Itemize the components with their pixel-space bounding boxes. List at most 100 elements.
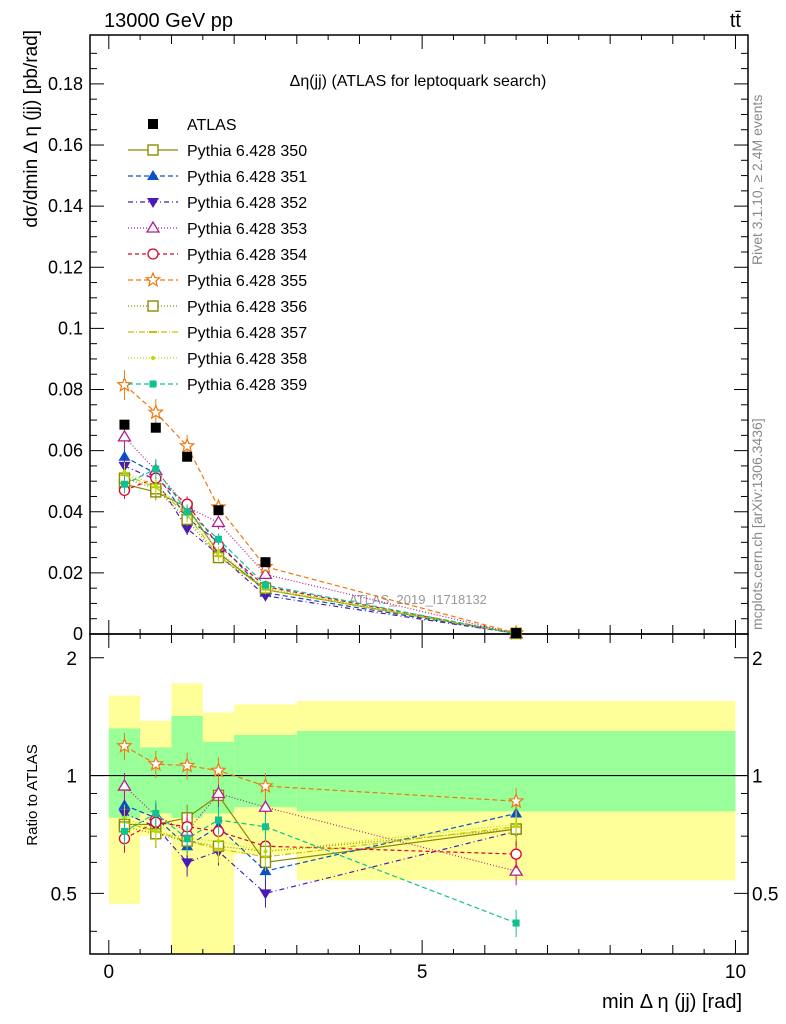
ratio-point [508,863,524,876]
collision-label: 13000 GeV pp [104,10,233,32]
legend-marker [147,248,159,260]
legend-marker [144,271,162,288]
y-axis-label: dσ/dmin Δ η (jj) [pb/rad] [21,30,42,228]
y-tick-label: 0.12 [48,257,83,277]
y-tick-label: 0.02 [48,563,83,583]
series-point [214,535,222,543]
plot-title: Δη(jj) (ATLAS for leptoquark search) [290,73,547,90]
y-tick-label: 0.1 [58,318,83,338]
ratio-series-line [124,821,517,855]
ratio-y-tick-label-right: 2 [752,649,763,670]
mcplots-label: mcplots.cern.ch [arXiv:1306.3436] [749,418,765,630]
ratio-series-line [124,804,517,872]
legend-marker [148,119,158,129]
ratio-point [214,816,222,824]
legend-label: Pythia 6.428 351 [187,169,307,186]
series-point [181,524,194,535]
series-point [153,483,158,488]
series-point [261,581,269,589]
series-line [124,468,517,635]
process-label: tt̄ [730,10,742,32]
series-point [147,403,165,420]
series-point [258,567,273,580]
ratio-point [514,822,519,827]
ratio-point [512,919,520,927]
ratio-point [261,823,269,831]
legend-label: ATLAS [187,117,237,134]
series-line [124,436,517,635]
y-tick-label: 0.06 [48,441,83,461]
watermark-label: ATLAS_2019_I1718132 [349,592,487,607]
ratio-point [263,849,268,854]
ratio-point [210,761,227,778]
series-point [216,549,221,554]
ratio-point [181,858,194,869]
ratio-point [117,778,132,791]
series-point [178,437,196,454]
y-tick-label: 0.18 [48,74,83,94]
series-point [211,515,226,528]
series-line [124,474,517,634]
legend-label: Pythia 6.428 359 [187,377,307,394]
legend-label: Pythia 6.428 352 [187,195,307,212]
legend-label: Pythia 6.428 353 [187,221,307,238]
ratio-y-tick-label-right: 0.5 [752,884,778,905]
legend-marker [147,170,159,180]
x-tick-label: 0 [104,962,115,983]
ratio-point [216,839,221,844]
data-point [182,451,193,462]
legend-marker [147,300,159,312]
ratio-axis-label: Ratio to ATLAS [24,744,41,845]
data-point [213,505,224,516]
series-point [259,591,272,602]
series-line [124,384,517,634]
series-point [183,508,191,516]
ratio-point [153,829,158,834]
ratio-point [178,757,196,773]
ratio-series-line [124,785,517,872]
legend-marker [145,220,161,233]
ratio-y-tick-label: 2 [66,649,77,670]
ratio-point [183,835,191,843]
ratio-series-line [124,745,517,802]
ratio-series-line [124,812,517,924]
ratio-y-tick-label-right: 1 [752,767,763,788]
ratio-point [122,815,127,820]
legend-marker [147,198,159,208]
series-point [152,465,160,473]
ratio-y-tick-label: 0.5 [51,884,77,905]
data-point [260,557,271,568]
ratio-point [211,786,226,799]
ratio-point [152,809,160,817]
series-point [122,470,127,475]
ratio-point [510,848,522,860]
legend-marker [151,356,155,360]
ratio-series-line [124,821,517,858]
x-tick-label: 10 [725,962,746,983]
ratio-point [257,777,274,794]
legend-label: Pythia 6.428 350 [187,143,307,160]
series-point [117,429,132,442]
y-tick-label: 0.04 [48,502,83,522]
series-line [124,471,517,634]
legend-label: Pythia 6.428 357 [187,325,307,342]
legend-marker [147,144,159,156]
y-tick-label: 0 [73,624,83,644]
legend-label: Pythia 6.428 356 [187,299,307,316]
ratio-plot-frame [89,633,749,955]
series-point [118,450,131,461]
ratio-point [259,889,272,900]
y-tick-label: 0.16 [48,135,83,155]
legend-marker [149,380,157,388]
x-axis-label: min Δ η (jj) [rad] [602,991,742,1013]
ratio-point [120,827,128,835]
ratio-y-tick-label: 1 [66,767,77,788]
data-point [511,628,522,639]
ratio-point [258,799,273,812]
ratio-point [507,792,525,809]
series-line [124,465,517,634]
legend-label: Pythia 6.428 355 [187,273,307,290]
legend-label: Pythia 6.428 354 [187,247,307,264]
series-line [124,456,517,634]
